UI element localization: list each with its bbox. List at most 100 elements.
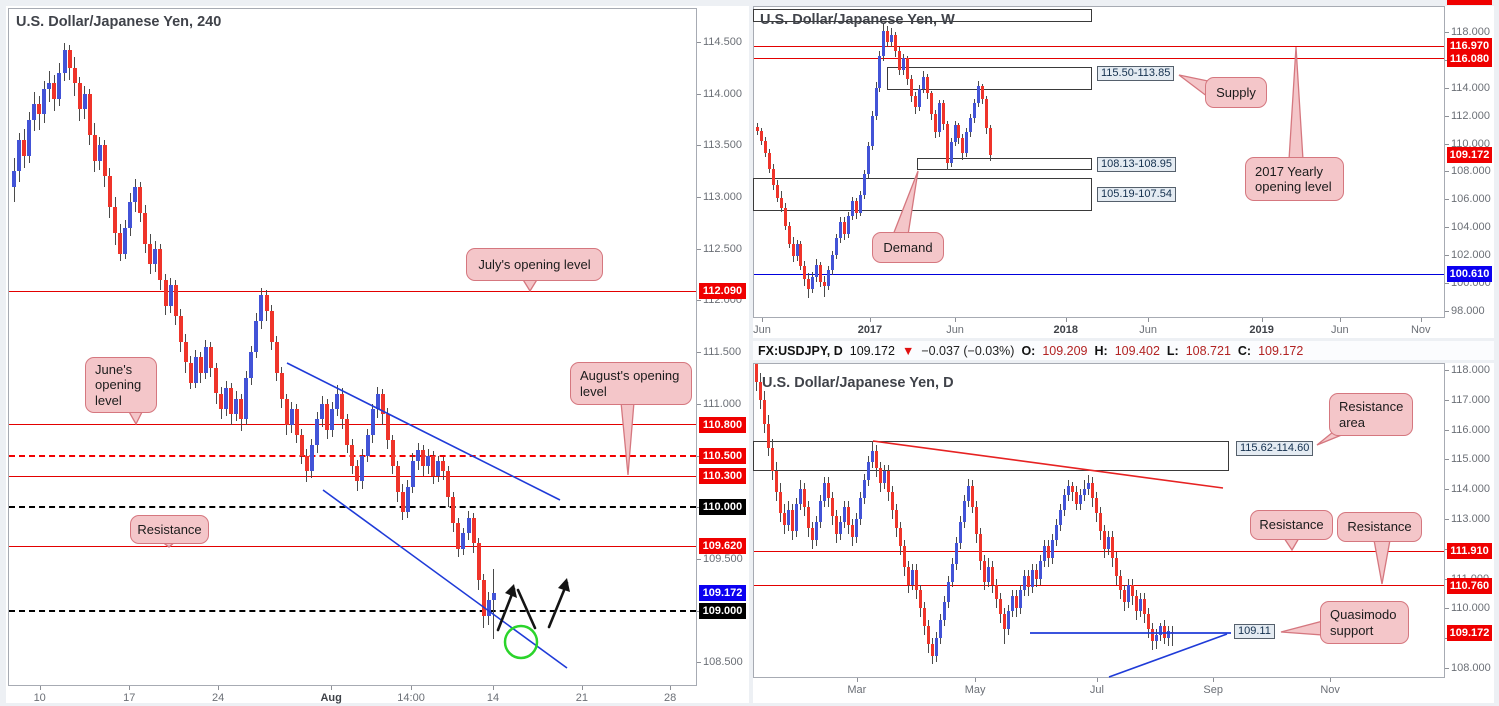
callout-quasimodo-support[interactable]: Quasimodo support [1320, 601, 1409, 644]
y-tick-label: 114.500 [703, 36, 742, 49]
y-tick-mark [1445, 370, 1449, 372]
candle [390, 440, 395, 466]
chart-plot-h4[interactable] [8, 8, 697, 686]
candle [791, 243, 795, 257]
candle [929, 93, 933, 115]
x-tick-mark [1148, 318, 1150, 322]
price-label-109-000: 109.000 [699, 602, 746, 619]
level-line-h4-0[interactable] [9, 290, 696, 292]
zone-range-label-0[interactable]: 115.50-113.85 [1097, 66, 1175, 81]
candle [279, 372, 284, 399]
candle [963, 501, 966, 522]
level-line-daily-0[interactable] [754, 550, 1444, 552]
level-line-h4-6[interactable] [9, 609, 696, 612]
zone-box-weekly-0[interactable] [753, 9, 1093, 22]
callout-text-line: 2017 Yearly [1255, 163, 1323, 179]
x-tick-label: 21 [575, 692, 589, 704]
candle [943, 602, 946, 621]
candle [831, 255, 835, 271]
candle [244, 378, 249, 420]
candle [779, 492, 782, 514]
x-tick-mark [1261, 318, 1263, 322]
x-tick-mark [761, 318, 763, 322]
candle [807, 507, 810, 528]
level-line-weekly-0[interactable] [754, 45, 1444, 47]
candle [37, 104, 42, 115]
price-label-116-080: 116.080 [1447, 50, 1492, 67]
callout-text-line: Quasimodo [1330, 607, 1397, 623]
candle [855, 519, 858, 537]
price-label-110-800: 110.800 [699, 416, 746, 433]
candle [1035, 569, 1038, 579]
callout-demand[interactable]: Demand [872, 232, 944, 263]
candle [385, 414, 390, 440]
candle [1123, 590, 1126, 603]
y-tick-mark [1445, 282, 1449, 284]
candle [486, 600, 491, 616]
x-tick-label: Nov [1320, 684, 1340, 696]
level-line-daily-1[interactable] [754, 585, 1444, 587]
candle [1019, 590, 1022, 609]
zone-range-label-2[interactable]: 105.19-107.54 [1097, 187, 1176, 202]
candle [1139, 599, 1142, 612]
y-tick-mark [1445, 310, 1449, 312]
callout-resistance-h4[interactable]: Resistance [130, 515, 209, 544]
candle [173, 284, 178, 316]
y-tick-label: 110.000 [1451, 137, 1490, 150]
zone-box-weekly-1[interactable] [886, 66, 1093, 90]
level-line-weekly-1[interactable] [754, 58, 1444, 60]
level-line-weekly-2[interactable] [754, 273, 1444, 275]
callout-resistance-area[interactable]: Resistance area [1329, 393, 1413, 436]
candle [1159, 626, 1162, 636]
callout-yearly-2017-opening-level[interactable]: 2017 Yearly opening level [1245, 157, 1344, 201]
y-tick-label: 108.000 [1451, 661, 1491, 674]
zone-box-weekly-3[interactable] [753, 177, 1093, 211]
x-tick-label: Mar [847, 684, 867, 696]
x-tick-label: 10 [33, 692, 46, 704]
candle [426, 455, 431, 466]
callout-supply[interactable]: Supply [1205, 77, 1267, 108]
candle [410, 460, 415, 487]
callout-august-opening-level[interactable]: August's opening level [570, 362, 692, 405]
candle [935, 638, 938, 656]
candle [827, 270, 831, 286]
zone-range-label-1[interactable]: 108.13-108.95 [1097, 157, 1176, 172]
zone-box-daily-0[interactable] [753, 441, 1230, 472]
candle [871, 450, 874, 463]
level-line-h4-4[interactable] [9, 506, 696, 509]
candle [1043, 545, 1046, 561]
y-tick-mark [1445, 227, 1449, 229]
candle [914, 96, 917, 108]
zone-range-label-3[interactable]: 115.62-114.60 [1236, 441, 1314, 456]
candle [330, 409, 335, 430]
candle [756, 126, 759, 131]
candle [1171, 631, 1174, 634]
candle [234, 398, 239, 415]
candle [882, 30, 886, 56]
candle [835, 238, 838, 256]
level-line-h4-1[interactable] [9, 424, 696, 425]
callout-july-opening-level[interactable]: July's opening level [466, 248, 603, 281]
candle [405, 486, 410, 513]
level-line-h4-3[interactable] [9, 475, 696, 477]
candle [198, 357, 203, 373]
level-line-h4-5[interactable] [9, 545, 696, 547]
y-tick-label: 104.000 [1451, 221, 1491, 234]
candle [863, 480, 866, 499]
y-tick-label: 111.500 [703, 346, 742, 359]
candle [395, 465, 400, 492]
zone-range-label-4[interactable]: 109.11 [1234, 624, 1275, 639]
candle [1083, 489, 1086, 496]
callout-june-opening-level[interactable]: June's opening level [85, 357, 157, 413]
price-label-110-000: 110.000 [699, 499, 746, 516]
candle [925, 76, 929, 94]
x-tick-mark [218, 686, 220, 690]
candle [1027, 575, 1030, 588]
candle [759, 130, 763, 141]
callout-resistance-daily-1[interactable]: Resistance [1250, 510, 1333, 540]
callout-resistance-daily-2[interactable]: Resistance [1337, 512, 1422, 542]
candle [375, 393, 380, 409]
zone-box-weekly-2[interactable] [917, 158, 1093, 170]
axis-partial-label [1447, 0, 1492, 5]
x-tick-mark [581, 686, 583, 690]
